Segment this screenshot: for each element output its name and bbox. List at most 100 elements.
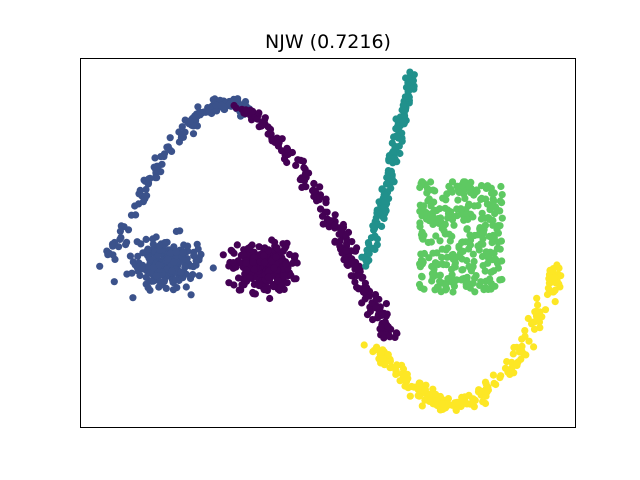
data-point-purple xyxy=(284,150,292,159)
data-point-purple xyxy=(309,187,317,195)
data-point-dark_blue xyxy=(182,283,190,291)
data-point-green xyxy=(442,246,450,254)
data-point-yellow xyxy=(525,337,533,345)
data-point-yellow xyxy=(360,341,368,349)
data-point-dark_blue xyxy=(189,271,197,279)
data-point-dark_blue xyxy=(116,227,124,235)
data-point-yellow xyxy=(555,264,563,272)
data-point-green xyxy=(416,201,424,209)
data-point-green xyxy=(498,275,506,284)
data-point-green xyxy=(477,182,486,190)
data-point-green xyxy=(498,191,506,199)
data-point-dark_blue xyxy=(178,130,186,138)
data-point-green xyxy=(429,213,437,221)
data-point-green xyxy=(485,232,493,240)
data-point-green xyxy=(463,210,472,218)
data-point-purple xyxy=(250,265,258,273)
data-point-yellow xyxy=(384,351,392,359)
data-point-dark_blue xyxy=(178,123,186,131)
data-point-purple xyxy=(348,258,356,266)
data-point-yellow xyxy=(453,398,461,406)
data-point-purple xyxy=(339,220,347,229)
data-point-purple xyxy=(326,217,334,225)
data-point-yellow xyxy=(503,358,511,366)
data-point-purple xyxy=(225,279,233,287)
data-point-dark_blue xyxy=(144,245,152,253)
data-point-teal xyxy=(381,197,389,205)
data-point-teal xyxy=(372,214,380,222)
data-point-teal xyxy=(387,155,395,163)
data-point-purple xyxy=(273,244,281,252)
data-point-dark_blue xyxy=(150,264,158,272)
data-point-purple xyxy=(322,199,330,207)
data-point-purple xyxy=(280,285,288,293)
data-point-teal xyxy=(365,240,373,248)
data-point-dark_blue xyxy=(209,96,217,104)
data-point-green xyxy=(463,273,471,281)
data-point-purple xyxy=(261,114,269,122)
data-point-green xyxy=(427,238,435,246)
data-point-dark_blue xyxy=(123,238,131,246)
data-point-dark_blue xyxy=(155,283,163,291)
data-point-purple xyxy=(238,281,246,289)
data-point-yellow xyxy=(510,343,518,352)
data-point-green xyxy=(429,220,437,228)
data-point-yellow xyxy=(414,386,422,394)
data-point-green xyxy=(469,250,477,258)
data-point-green xyxy=(436,237,444,245)
data-point-dark_blue xyxy=(110,278,118,286)
data-point-green xyxy=(480,226,488,234)
data-point-purple xyxy=(260,258,269,267)
data-point-purple xyxy=(317,205,325,213)
data-point-purple xyxy=(274,277,282,285)
data-point-dark_blue xyxy=(177,268,185,276)
data-point-green xyxy=(428,277,436,285)
data-point-green xyxy=(489,221,497,229)
data-point-teal xyxy=(409,77,417,85)
data-point-purple xyxy=(255,243,263,251)
data-point-purple xyxy=(299,157,307,165)
data-point-dark_blue xyxy=(151,154,159,162)
data-point-green xyxy=(487,184,495,192)
data-point-green xyxy=(453,253,461,261)
data-point-green xyxy=(461,179,469,187)
data-point-green xyxy=(419,258,427,266)
data-point-dark_blue xyxy=(162,284,170,292)
data-point-yellow xyxy=(415,392,423,400)
data-point-yellow xyxy=(524,314,532,323)
data-point-green xyxy=(415,280,424,289)
data-point-green xyxy=(418,273,426,281)
data-point-green xyxy=(458,266,466,274)
data-point-yellow xyxy=(528,320,536,328)
axes-frame xyxy=(80,58,576,428)
data-point-purple xyxy=(267,130,275,138)
data-point-green xyxy=(450,282,458,290)
data-point-yellow xyxy=(544,284,553,292)
data-point-purple xyxy=(242,259,250,267)
data-point-yellow xyxy=(406,392,414,400)
data-point-green xyxy=(498,214,506,222)
data-point-green xyxy=(481,267,489,275)
data-point-purple xyxy=(361,285,369,293)
data-point-purple xyxy=(290,275,298,283)
data-point-purple xyxy=(245,245,254,253)
data-point-dark_blue xyxy=(172,276,180,284)
data-point-yellow xyxy=(386,357,394,365)
data-point-green xyxy=(461,194,469,202)
data-point-green xyxy=(479,262,487,270)
data-point-dark_blue xyxy=(160,276,169,284)
data-point-green xyxy=(427,178,435,186)
data-point-dark_blue xyxy=(133,238,141,246)
chart-title: NJW (0.7216) xyxy=(265,31,391,53)
data-point-purple xyxy=(319,220,327,228)
data-point-teal xyxy=(404,79,412,87)
data-point-purple xyxy=(230,101,238,110)
data-point-green xyxy=(418,234,426,242)
data-point-green xyxy=(449,288,457,296)
data-point-dark_blue xyxy=(153,174,161,182)
data-point-green xyxy=(469,263,477,271)
data-point-dark_blue xyxy=(134,252,142,260)
data-point-yellow xyxy=(556,283,564,291)
data-point-dark_blue xyxy=(129,258,137,266)
data-point-purple xyxy=(282,260,290,268)
